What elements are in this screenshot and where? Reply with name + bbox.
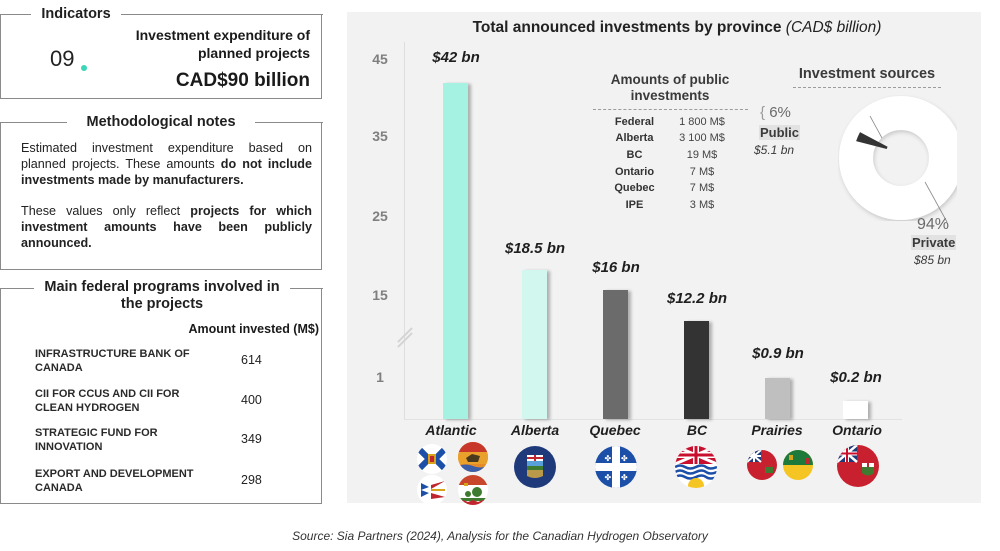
bar-value-label: $42 bn — [432, 49, 480, 66]
bar-atlantic[interactable] — [443, 83, 468, 419]
indicators-title: Indicators — [31, 6, 121, 23]
programs-title: Main federal programs involved in the pr… — [34, 279, 290, 313]
public-percent: { 6% — [760, 104, 791, 121]
y-tick: 1 — [376, 369, 384, 385]
program-name: INFRASTRUCTURE BANK OF CANADA — [35, 348, 190, 374]
category-label: Alberta — [510, 422, 560, 438]
quebec-flag-icon: ✤ ✤ ✤ ✤ — [595, 446, 637, 488]
bar-value-label: $16 bn — [592, 259, 640, 276]
private-label: Private — [911, 235, 957, 250]
methodology-title: Methodological notes — [67, 114, 255, 131]
y-tick: 45 — [372, 51, 388, 67]
divider — [793, 87, 941, 88]
table-row: INFRASTRUCTURE BANK OF CANADA 614 — [35, 347, 305, 377]
nova-scotia-flag-icon — [417, 444, 447, 474]
program-name: CII FOR CCUS AND CII FOR CLEAN HYDROGEN — [35, 388, 180, 414]
bar-ontario[interactable] — [843, 401, 868, 419]
indicator-label: Investment expenditure of planned projec… — [135, 27, 310, 61]
public-label: Public — [759, 125, 801, 140]
newfoundland-flag-icon — [417, 475, 447, 505]
investment-sources-donut[interactable] — [807, 82, 957, 232]
alberta-flag-icon — [514, 446, 556, 488]
methodology-paragraph-1: Estimated investment expenditure based o… — [21, 141, 312, 187]
svg-text:✤: ✤ — [621, 473, 628, 482]
pei-flag-icon — [458, 475, 488, 505]
chart-title: Total announced investments by province … — [472, 19, 882, 36]
private-amount: $85 bn — [914, 253, 951, 267]
divider — [593, 109, 748, 110]
table-row: CII FOR CCUS AND CII FOR CLEAN HYDROGEN … — [35, 387, 305, 417]
category-label: Quebec — [589, 422, 641, 438]
table-row: STRATEGIC FUND FOR INNOVATION 349 — [35, 426, 305, 456]
program-amount: 298 — [241, 473, 262, 487]
program-amount: 349 — [241, 432, 262, 446]
public-amount: $5.1 bn — [754, 143, 795, 157]
y-tick: 35 — [372, 128, 388, 144]
y-tick: 25 — [372, 208, 388, 224]
y-axis — [404, 42, 405, 420]
bar-value-label: $18.5 bn — [504, 240, 566, 257]
category-label: Prairies — [751, 422, 803, 438]
category-label: BC — [686, 422, 708, 438]
saskatchewan-flag-icon — [783, 450, 813, 480]
programs-box: Main federal programs involved in the pr… — [0, 279, 323, 504]
ontario-flag-icon — [837, 445, 879, 487]
program-amount: 400 — [241, 393, 262, 407]
bar-bc[interactable] — [684, 321, 709, 419]
bar-alberta[interactable] — [522, 270, 547, 419]
accent-dot-icon — [81, 65, 87, 71]
manitoba-flag-icon — [747, 450, 777, 480]
indicators-box: Indicators 09 Investment expenditure of … — [0, 6, 323, 99]
methodology-box: Methodological notes Estimated investmen… — [0, 114, 323, 270]
bar-value-label: $0.9 bn — [752, 345, 804, 362]
investment-sources-title: Investment sources — [798, 66, 936, 82]
table-row: EXPORT AND DEVELOPMENT CANADA 298 — [35, 467, 305, 497]
bar-quebec[interactable] — [603, 290, 628, 419]
amount-column-header: Amount invested (M$) — [188, 322, 319, 336]
svg-text:✤: ✤ — [621, 454, 628, 463]
bar-value-label: $12.2 bn — [666, 290, 728, 307]
public-investments-title: Amounts of public investments — [610, 72, 730, 103]
svg-text:✤: ✤ — [605, 473, 612, 482]
program-name: STRATEGIC FUND FOR INNOVATION — [35, 427, 158, 453]
methodology-paragraph-2: These values only reflect projects for w… — [21, 204, 312, 250]
chart-panel: Total announced investments by province … — [347, 12, 981, 505]
bc-flag-icon — [675, 446, 717, 488]
program-amount: 614 — [241, 353, 262, 367]
y-tick: 15 — [372, 287, 388, 303]
category-label: Ontario — [832, 422, 882, 438]
bar-prairies[interactable] — [765, 378, 790, 419]
program-name: EXPORT AND DEVELOPMENT CANADA — [35, 468, 194, 494]
indicator-value: CAD$90 billion — [175, 70, 310, 91]
svg-text:✤: ✤ — [605, 454, 612, 463]
x-axis — [404, 419, 902, 420]
bar-value-label: $0.2 bn — [830, 369, 882, 386]
category-label: Atlantic — [425, 422, 477, 438]
source-note: Source: Sia Partners (2024), Analysis fo… — [292, 529, 708, 543]
new-brunswick-flag-icon — [458, 442, 488, 472]
divider — [1, 14, 323, 15]
private-percent: 94% — [917, 216, 950, 233]
indicator-number: 09 — [50, 46, 75, 71]
